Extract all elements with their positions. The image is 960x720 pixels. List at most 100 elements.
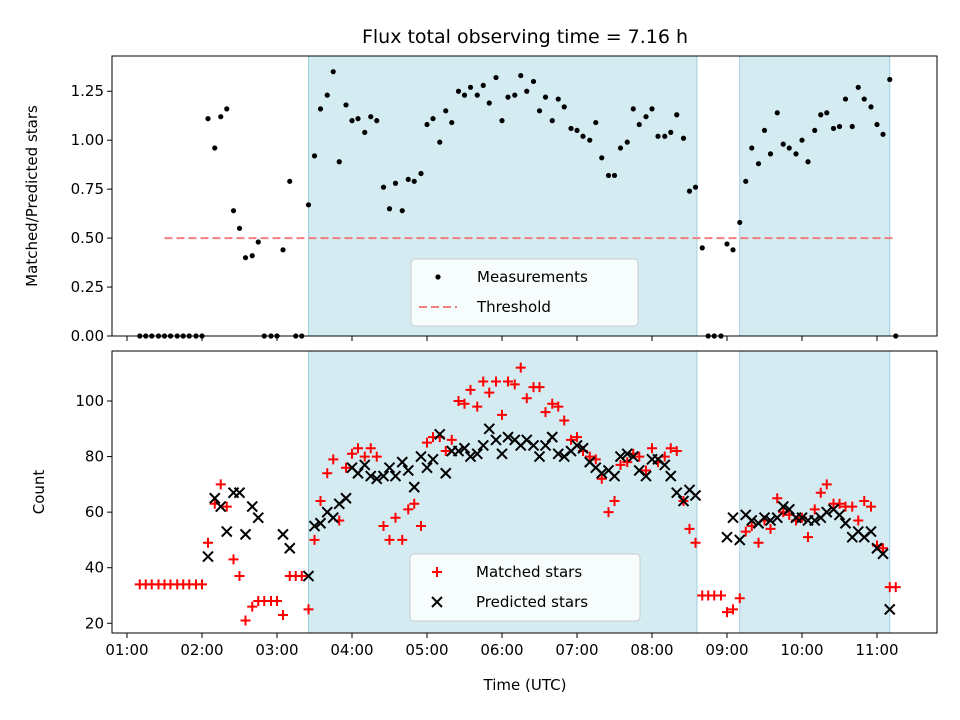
predicted-star-point (209, 492, 221, 504)
measurement-point (437, 139, 443, 145)
measurement-point (480, 82, 486, 88)
y-tick-label: 0.25 (71, 278, 104, 296)
y-tick-label: 0.50 (71, 229, 104, 247)
measurement-point (255, 239, 261, 245)
measurement-point (674, 112, 680, 118)
measurement-point (786, 145, 792, 151)
matched-star-point (866, 501, 876, 512)
x-tick-label: 09:00 (705, 641, 748, 659)
matched-star-point (853, 515, 864, 526)
measurement-point (780, 141, 786, 147)
predicted-star-point (434, 428, 446, 441)
predicted-star-point (502, 431, 514, 443)
measurement-point (799, 137, 805, 143)
matched-star-point (240, 615, 251, 626)
measurement-point (443, 108, 449, 114)
matched-star-point (371, 451, 382, 462)
measurement-point (405, 176, 411, 182)
legend-marker (435, 274, 441, 280)
matched-star-point (596, 473, 607, 484)
measurement-point (249, 253, 255, 259)
matched-star-point (603, 507, 614, 518)
measurement-point (636, 121, 642, 128)
matched-star-point (515, 362, 526, 373)
predicted-star-point (308, 520, 321, 532)
predicted-star-point (539, 439, 552, 452)
matched-star-point (384, 534, 395, 545)
measurement-point (680, 135, 687, 141)
predicted-star-point (796, 511, 808, 524)
predicted-star-point (340, 492, 352, 504)
predicted-star-point (252, 511, 264, 524)
measurement-point (455, 88, 462, 94)
predicted-star-point (771, 511, 783, 524)
matched-star-point (847, 501, 858, 512)
matched-star-point (765, 523, 776, 534)
measurement-point (287, 178, 293, 184)
predicted-star-point (402, 464, 414, 477)
measurement-point (380, 184, 387, 190)
legend-marker (431, 596, 443, 608)
matched-star-point (416, 521, 426, 532)
matched-star-point (390, 512, 401, 523)
predicted-star-point (877, 548, 889, 560)
predicted-star-point (608, 470, 621, 482)
measurement-point (549, 118, 555, 124)
matched-star-point (671, 446, 682, 457)
x-tick-label: 05:00 (405, 641, 448, 659)
legend-label: Matched stars (476, 563, 582, 581)
measurement-point (842, 96, 849, 102)
measurement-point (218, 114, 224, 120)
matched-star-point (753, 537, 764, 548)
predicted-star-point (671, 486, 683, 499)
predicted-star-point (477, 439, 489, 452)
x-tick-label: 02:00 (180, 641, 223, 659)
measurement-point (324, 92, 330, 98)
matched-star-point (509, 379, 520, 390)
predicted-star-point (314, 517, 327, 529)
predicted-star-point (415, 450, 427, 463)
measurement-point (593, 119, 599, 126)
predicted-star-point (614, 450, 627, 463)
y-tick-label: 80 (85, 448, 104, 466)
measurement-point (411, 178, 417, 184)
observing-window-band (739, 350, 891, 634)
measurement-point (493, 74, 499, 81)
matched-star-point (403, 504, 414, 515)
y-tick-label: 100 (75, 392, 104, 410)
predicted-star-point (396, 456, 408, 468)
x-axis-label: Time (UTC) (483, 676, 567, 694)
y-axis-label: Count (30, 470, 48, 515)
matched-star-point (309, 534, 320, 545)
predicted-star-point (233, 486, 246, 499)
matched-star-point (641, 465, 651, 476)
measurement-point (430, 116, 436, 122)
matched-star-point (815, 487, 826, 498)
matched-star-point (296, 571, 307, 582)
measurement-point (474, 92, 480, 98)
measurement-point (424, 121, 430, 128)
predicted-star-point (471, 448, 483, 460)
matched-star-point (278, 609, 288, 620)
measurement-point (499, 118, 505, 124)
predicted-star-point (365, 470, 377, 482)
matched-star-point (809, 504, 820, 515)
measurement-point (467, 84, 474, 90)
legend-marker (432, 567, 442, 577)
predicted-star-point (533, 450, 546, 463)
matched-star-point (221, 501, 232, 512)
predicted-star-point (352, 467, 364, 479)
matched-star-point (634, 451, 645, 462)
measurement-point (574, 127, 580, 134)
measurement-point (368, 114, 374, 120)
measurement-point (336, 159, 342, 165)
predicted-star-point (246, 500, 258, 513)
predicted-star-point (389, 470, 402, 482)
predicted-star-point (383, 461, 396, 474)
predicted-star-point (452, 445, 465, 457)
matched-star-point (359, 451, 370, 462)
measurement-point (767, 151, 774, 157)
predicted-star-point (721, 531, 733, 543)
predicted-star-point (839, 517, 852, 529)
